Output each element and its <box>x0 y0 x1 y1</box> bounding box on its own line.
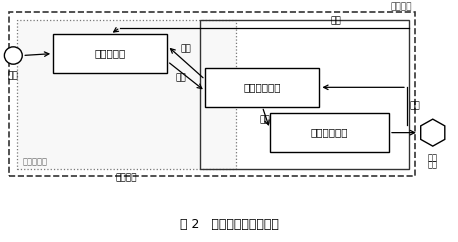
Bar <box>53 34 167 73</box>
Circle shape <box>5 47 22 64</box>
Polygon shape <box>421 119 445 146</box>
Text: 指挥控制系统: 指挥控制系统 <box>244 82 281 92</box>
Bar <box>270 113 389 152</box>
Text: 图 2   网络中心战构建模型: 图 2 网络中心战构建模型 <box>180 218 278 231</box>
Text: 控制: 控制 <box>260 116 271 125</box>
Bar <box>9 12 415 176</box>
Bar <box>200 20 409 169</box>
Text: 传感器网络: 传感器网络 <box>22 157 47 166</box>
Text: 目标: 目标 <box>8 71 19 80</box>
Text: 传感器系统: 传感器系统 <box>95 49 126 59</box>
Text: 信息网络: 信息网络 <box>390 2 412 11</box>
Bar <box>205 68 319 107</box>
Text: 火力打击系统: 火力打击系统 <box>311 128 348 138</box>
Text: 信息: 信息 <box>410 102 420 111</box>
Text: 摧毁: 摧毁 <box>428 154 438 163</box>
Text: 侦测: 侦测 <box>181 44 191 53</box>
Bar <box>17 20 236 169</box>
Text: 目标: 目标 <box>428 161 438 170</box>
Text: 信息: 信息 <box>175 73 186 82</box>
Text: 交战网络: 交战网络 <box>116 173 137 182</box>
Text: 侦测: 侦测 <box>330 17 341 26</box>
